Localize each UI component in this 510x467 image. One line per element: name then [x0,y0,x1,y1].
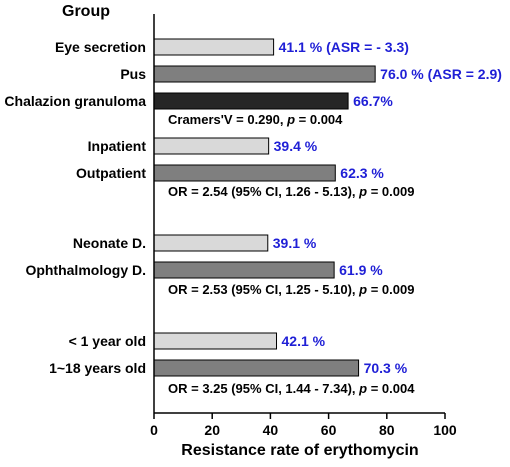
category-label: Eye secretion [55,39,146,55]
p-symbol: p [358,381,367,396]
x-tick-label: 60 [321,422,337,438]
bar-value-label: 62.3 % [340,165,384,181]
x-axis-title: Resistance rate of erythomycin [181,442,418,459]
bar [153,359,360,377]
bar-value-label: 66.7% [353,93,393,109]
bar-value-label: 39.1 % [273,235,317,251]
bar [153,65,376,83]
group-title: Group [62,3,110,20]
category-label: < 1 year old [69,333,146,349]
p-symbol: p [358,282,367,297]
x-tick-label: 0 [150,422,158,438]
stat-text: OR = 3.25 (95% CI, 1.44 - 7.34), [168,381,359,396]
bar [153,261,335,279]
x-tick-label: 40 [263,422,279,438]
bar-value-label: 41.1 % (ASR = - 3.3) [279,39,409,55]
stat-annotation: OR = 2.54 (95% CI, 1.26 - 5.13), p = 0.0… [168,184,414,199]
bar [153,164,336,182]
p-symbol: p [286,112,295,127]
stat-text: OR = 2.54 (95% CI, 1.26 - 5.13), [168,184,359,199]
stat-text: OR = 2.53 (95% CI, 1.25 - 5.10), [168,282,359,297]
p-value: = 0.004 [295,112,343,127]
x-tick-label: 100 [433,422,457,438]
category-label: Neonate D. [73,235,146,251]
bar-value-label: 70.3 % [364,360,408,376]
p-value: = 0.009 [367,282,414,297]
stat-annotation: Cramers'V = 0.290, p = 0.004 [168,112,343,127]
bar [153,234,269,252]
x-tick-label: 80 [379,422,395,438]
stat-text: Cramers'V = 0.290, [168,112,287,127]
category-label: Outpatient [76,165,146,181]
bar [153,38,275,56]
category-label: Chalazion granuloma [4,93,146,109]
p-value: = 0.004 [367,381,415,396]
bar-value-label: 42.1 % [282,333,326,349]
bar [153,92,349,110]
stat-annotation: OR = 3.25 (95% CI, 1.44 - 7.34), p = 0.0… [168,381,415,396]
x-axis: 0 20 40 60 80 100 [150,14,457,438]
category-label: Pus [120,66,146,82]
bar-value-label: 61.9 % [339,262,383,278]
bar-value-label: 76.0 % (ASR = 2.9) [380,66,502,82]
p-value: = 0.009 [367,184,414,199]
category-label: 1~18 years old [49,360,146,376]
category-label: Ophthalmology D. [25,262,146,278]
bar [153,137,270,155]
bar [153,332,278,350]
bar-value-label: 39.4 % [274,138,318,154]
p-symbol: p [358,184,367,199]
x-tick-label: 20 [204,422,220,438]
stat-annotation: OR = 2.53 (95% CI, 1.25 - 5.10), p = 0.0… [168,282,414,297]
category-label: Inpatient [88,138,147,154]
annotations-layer: Cramers'V = 0.290, p = 0.004 OR = 2.54 (9… [168,112,415,396]
bars-layer: Eye secretion 41.1 % (ASR = - 3.3) Pus 76.0… [4,38,502,377]
